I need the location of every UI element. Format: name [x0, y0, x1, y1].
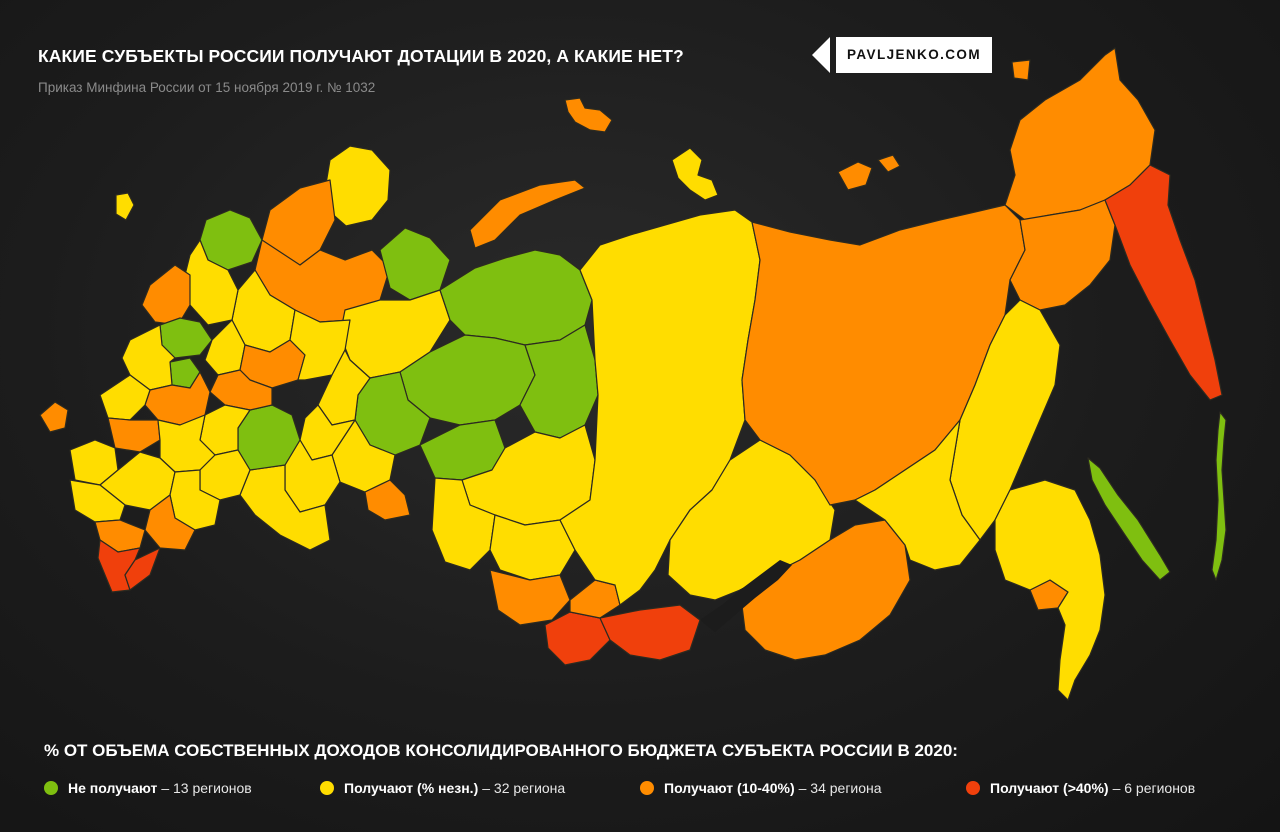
- legend-item-mid: Получают (10-40%) – 34 региона: [640, 780, 882, 796]
- legend-label: Не получают: [68, 780, 158, 796]
- legend-label: Получают (10-40%): [664, 780, 795, 796]
- region-irkutsk: [667, 439, 836, 601]
- region-crimea: [39, 401, 69, 433]
- island-kuril: [1211, 411, 1227, 581]
- island-wrangel: [1011, 59, 1031, 81]
- island-novaya-zemlya: [469, 179, 586, 249]
- legend-dot-high: [966, 781, 980, 795]
- region-khakassia: [569, 579, 621, 619]
- legend-item-unknown: Получают (% незн.) – 32 региона: [320, 780, 565, 796]
- region-sakhalin: [1087, 457, 1171, 581]
- logo[interactable]: PAVLJENKO.COM: [812, 37, 992, 73]
- logo-text: PAVLJENKO.COM: [836, 37, 992, 73]
- region-dagestan: [124, 547, 161, 591]
- region-astrakhan: [144, 494, 196, 551]
- legend-dot-unknown: [320, 781, 334, 795]
- region-pskov: [141, 264, 191, 326]
- lake-baikal: [700, 560, 792, 632]
- legend-label: Получают (% незн.): [344, 780, 479, 796]
- region-buryatia: [599, 604, 701, 661]
- legend: Не получают – 13 регионов Получают (% не…: [44, 780, 1254, 800]
- region-kaluga: [144, 371, 211, 426]
- island-new-siberian: [837, 161, 873, 191]
- legend-dot-none: [44, 781, 58, 795]
- region-smolensk: [121, 324, 176, 391]
- region-kamchatka: [1104, 164, 1223, 401]
- legend-count: – 13 регионов: [161, 780, 252, 796]
- legend-item-high: Получают (>40%) – 6 регионов: [966, 780, 1195, 796]
- legend-dot-mid: [640, 781, 654, 795]
- legend-count: – 6 регионов: [1112, 780, 1196, 796]
- region-yamalo-nenets: [439, 249, 593, 346]
- region-altai-republic: [489, 569, 571, 626]
- russia-map: [39, 47, 1227, 701]
- region-kursk: [107, 417, 161, 453]
- region-primorye: [994, 479, 1106, 701]
- legend-count: – 34 региона: [798, 780, 882, 796]
- region-nenets: [379, 227, 451, 301]
- region-magadan: [1009, 199, 1116, 311]
- island-franz-josef: [564, 97, 613, 133]
- region-kazakh-border: [364, 479, 411, 521]
- legend-title: % ОТ ОБЪЕМА СОБСТВЕННЫХ ДОХОДОВ КОНСОЛИД…: [44, 741, 958, 760]
- island-new-siberian-2: [877, 154, 901, 173]
- region-zabaykalsky: [739, 519, 911, 661]
- region-orenburg: [239, 464, 331, 551]
- region-novgorod: [184, 239, 239, 326]
- region-chuvashia: [209, 369, 273, 411]
- legend-item-none: Не получают – 13 регионов: [44, 780, 252, 796]
- logo-arrow-icon: [812, 37, 830, 73]
- map-title: КАКИЕ СУБЪЕКТЫ РОССИИ ПОЛУЧАЮТ ДОТАЦИИ В…: [38, 46, 684, 66]
- legend-label: Получают (>40%): [990, 780, 1109, 796]
- region-amur: [854, 419, 981, 571]
- island-severnaya-zemlya: [671, 147, 719, 201]
- region-kaliningrad: [115, 192, 135, 221]
- map-subtitle: Приказ Минфина России от 15 ноября 2019 …: [38, 80, 376, 95]
- legend-count: – 32 региона: [482, 780, 566, 796]
